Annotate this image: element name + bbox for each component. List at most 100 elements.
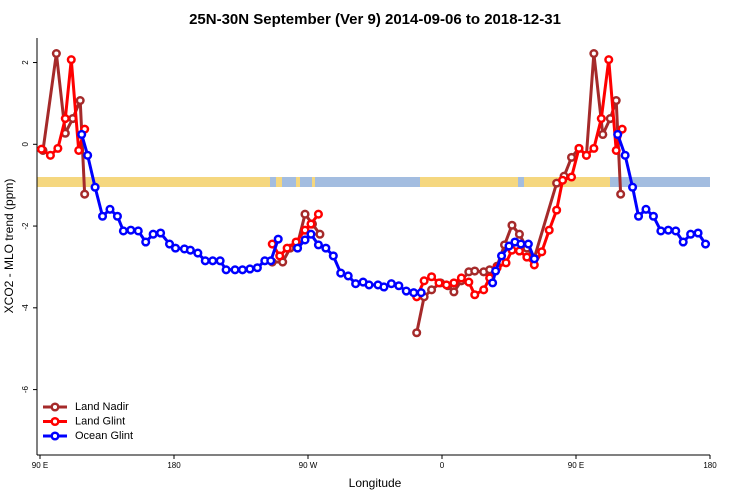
y-tick-label: -2 (21, 222, 30, 230)
data-point (616, 189, 626, 199)
data-point (364, 280, 374, 290)
data-point (611, 96, 621, 106)
x-tick-label: 90 E (32, 461, 48, 470)
band-land (524, 177, 610, 187)
data-point (156, 228, 166, 238)
data-point (164, 239, 175, 249)
data-point (678, 237, 688, 247)
y-axis-label: XCO2 - MLO trend (ppm) (2, 179, 16, 314)
data-point (671, 226, 681, 236)
data-point (441, 280, 452, 290)
data-point (589, 48, 599, 59)
legend-marker (50, 416, 60, 427)
data-point (479, 285, 489, 295)
data-point (566, 172, 577, 182)
data-point (514, 246, 524, 256)
data-point (598, 129, 608, 140)
data-point (617, 124, 627, 134)
data-point (566, 152, 577, 162)
x-tick-label: 0 (440, 461, 445, 470)
data-point (604, 55, 614, 65)
data-point (491, 266, 501, 276)
legend-label: Land Glint (75, 415, 125, 427)
data-point (427, 285, 437, 295)
data-point (66, 55, 76, 65)
data-point (497, 251, 507, 261)
data-point (379, 282, 389, 292)
band-land (420, 177, 518, 187)
data-point (80, 189, 90, 199)
data-point (581, 150, 591, 160)
data-point (394, 281, 404, 291)
data-point (118, 226, 128, 236)
data-point (419, 276, 429, 286)
data-point (74, 145, 84, 155)
data-point (245, 264, 255, 274)
data-point (141, 237, 151, 247)
x-axis-label: Longitude (349, 476, 402, 490)
data-point (456, 273, 466, 283)
data-point (328, 251, 338, 261)
data-point (105, 204, 115, 214)
data-point (514, 229, 524, 239)
legend-label: Land Nadir (75, 401, 129, 413)
data-point (596, 113, 606, 124)
data-point (504, 241, 514, 251)
data-point (449, 278, 459, 288)
data-point (90, 182, 100, 192)
y-tick-label: 0 (21, 142, 30, 147)
data-point (449, 287, 459, 297)
x-tick-label: 180 (703, 461, 717, 470)
x-tick-label: 90 W (299, 461, 318, 470)
data-point (656, 226, 666, 236)
data-point (523, 239, 533, 249)
data-point (315, 229, 325, 239)
data-point (488, 278, 498, 288)
data-point (282, 243, 292, 253)
legend-marker (50, 431, 60, 441)
data-point (343, 271, 353, 281)
band-land (37, 177, 270, 187)
data-point (215, 256, 225, 266)
data-point (237, 265, 248, 275)
data-point (409, 288, 419, 298)
data-point (133, 226, 143, 236)
series-line (41, 52, 623, 334)
y-tick-label: -6 (21, 385, 30, 393)
data-point (51, 48, 61, 59)
legend-marker (50, 402, 60, 412)
data-point (529, 254, 539, 264)
data-point (252, 263, 262, 273)
data-point (648, 211, 658, 221)
band-land (276, 177, 282, 187)
data-point (221, 265, 231, 275)
data-point (464, 277, 474, 287)
data-point (470, 290, 480, 300)
data-point (613, 129, 623, 140)
data-point (300, 225, 310, 235)
data-point (386, 279, 396, 289)
data-point (53, 143, 63, 153)
data-point (193, 248, 203, 258)
data-point (293, 243, 303, 253)
data-point (321, 243, 331, 253)
data-point (401, 286, 411, 296)
data-point (300, 235, 310, 245)
data-point (77, 129, 87, 140)
data-point (112, 211, 122, 221)
data-point (60, 113, 70, 124)
data-point (185, 245, 195, 255)
data-point (412, 328, 422, 338)
data-point (700, 239, 711, 249)
data-point (306, 219, 316, 229)
data-point (693, 228, 703, 238)
data-point (170, 243, 181, 253)
data-point (507, 220, 517, 230)
data-point (275, 251, 285, 261)
data-point (427, 272, 437, 282)
surface-band (37, 177, 710, 187)
y-tick-label: 2 (21, 60, 30, 65)
series-line (80, 133, 707, 295)
data-point (628, 182, 638, 192)
data-point (537, 247, 547, 257)
